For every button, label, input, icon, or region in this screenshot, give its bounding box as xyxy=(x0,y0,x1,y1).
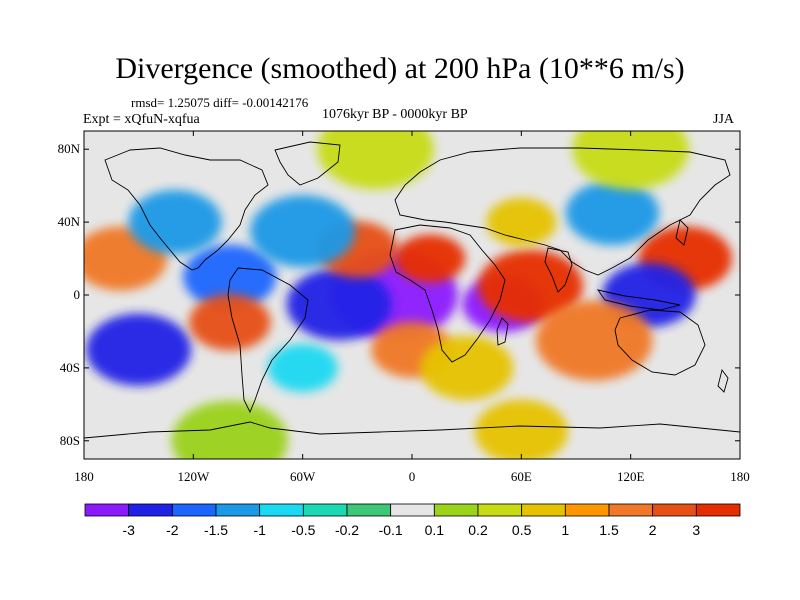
field-blob xyxy=(395,234,466,283)
coast-antarctica xyxy=(84,421,740,439)
colorbar-label: 1.5 xyxy=(599,522,619,538)
colorbar-swatch xyxy=(84,503,130,517)
colorbar-swatch xyxy=(433,503,479,517)
field-blob xyxy=(572,131,689,190)
colorbar-swatch xyxy=(128,503,173,517)
colorbar-swatch xyxy=(695,503,741,517)
lat-label: 40N xyxy=(58,214,81,229)
colorbar-label: -1.5 xyxy=(204,522,228,538)
coast-india xyxy=(544,247,573,293)
colorbar-label: 2 xyxy=(649,522,657,538)
colorbar-swatch xyxy=(302,503,348,517)
field-blob xyxy=(474,399,568,459)
field-blob xyxy=(317,131,434,190)
field-blob xyxy=(286,268,392,341)
colorbar-swatch xyxy=(259,503,304,517)
colorbar-swatch xyxy=(390,503,435,517)
lat-label: 0 xyxy=(74,287,81,302)
field-blob xyxy=(250,195,356,268)
coast-south-america xyxy=(227,267,309,414)
map-panel: 80N 40N 0 40S 80S 180 120W 60W 0 60E 120E 180 xyxy=(58,130,750,484)
field-blob xyxy=(267,343,338,392)
colorbar-label: -0.1 xyxy=(379,522,403,538)
colorbar-swatch xyxy=(171,503,217,517)
coast-greenland xyxy=(274,141,341,186)
colorbar: -3 -2 -1.5 -1 -0.5 -0.2 -0.1 0.1 0.2 0.5 1 1.5 2 3 xyxy=(84,503,741,538)
field-blob xyxy=(477,249,583,322)
colorbar-swatch xyxy=(346,503,392,517)
field-blob xyxy=(128,190,222,255)
colorbar-label: -3 xyxy=(122,522,135,538)
field-blob xyxy=(188,294,271,351)
map-title: Divergence (smoothed) at 200 hPa (10**6 … xyxy=(115,52,685,85)
stats-line: rmsd= 1.25075 diff= -0.00142176 xyxy=(131,95,309,110)
axis-ticks xyxy=(83,131,741,459)
coast-madagascar xyxy=(496,317,509,346)
lon-label: 60W xyxy=(290,469,316,484)
lon-label: 120W xyxy=(177,469,210,484)
coast-eurasia xyxy=(394,147,731,276)
longitude-labels: 180 120W 60W 0 60E 120E 180 xyxy=(74,469,750,484)
colorbar-label: -0.2 xyxy=(335,522,359,538)
season-label: JJA xyxy=(713,112,735,127)
coast-new-zealand xyxy=(717,368,729,393)
lat-label: 80S xyxy=(60,433,80,448)
lon-label: 60E xyxy=(511,469,532,484)
lon-label: 180 xyxy=(730,469,750,484)
colorbar-label: 0.2 xyxy=(468,522,488,538)
lon-label: 0 xyxy=(409,469,416,484)
colorbar-label: -1 xyxy=(253,522,266,538)
colorbar-label: 3 xyxy=(692,522,700,538)
lon-label: 120E xyxy=(617,469,645,484)
field-blob xyxy=(86,313,192,386)
coast-north-america xyxy=(104,147,269,271)
coast-indonesia xyxy=(596,289,681,311)
colorbar-swatch xyxy=(564,503,610,517)
field-blob xyxy=(183,244,277,309)
coast-japan xyxy=(675,219,689,246)
field-blob xyxy=(420,335,514,400)
colorbar-swatch xyxy=(652,503,697,517)
field-blob xyxy=(171,400,289,459)
colorbar-swatch xyxy=(215,503,261,517)
colorbar-label: 0.1 xyxy=(425,522,445,538)
latitude-labels: 80N 40N 0 40S 80S xyxy=(58,141,81,448)
lon-label: 180 xyxy=(74,469,94,484)
colorbar-swatch xyxy=(477,503,523,517)
experiment-label: Expt = xQfuN-xqfua xyxy=(83,112,200,127)
coast-australia xyxy=(614,309,706,376)
colorbar-swatch xyxy=(521,503,566,517)
period-label: 1076kyr BP - 0000kyr BP xyxy=(322,107,468,122)
colorbar-swatch xyxy=(608,503,654,517)
colorbar-label: 1 xyxy=(561,522,569,538)
lat-label: 80N xyxy=(58,141,81,156)
colorbar-label: -2 xyxy=(166,522,179,538)
lat-label: 40S xyxy=(60,360,80,375)
colorbar-label: -0.5 xyxy=(291,522,315,538)
coastlines xyxy=(84,141,740,439)
field-blob xyxy=(535,300,653,381)
coast-africa xyxy=(389,224,506,363)
colorbar-label: 0.5 xyxy=(512,522,532,538)
field-blob xyxy=(565,180,660,246)
